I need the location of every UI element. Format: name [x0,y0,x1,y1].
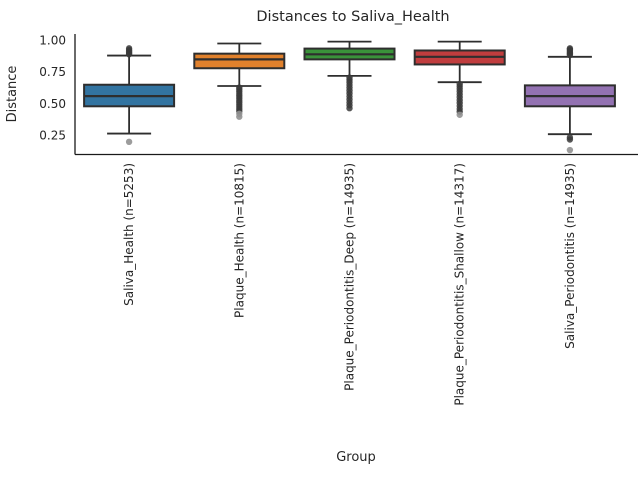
y-axis-label: Distance [5,66,20,123]
outlier-dot [566,45,574,52]
y-tick-label: 0.25 [39,128,66,142]
plot-area: 1.00 0.75 0.50 0.25 Saliva_Health (n=5253) Pl… [39,33,638,406]
x-tick-label: Plaque_Health (n=10815) [232,163,246,318]
outlier-dot [566,136,574,143]
x-tick-label: Plaque_Periodontitis_Deep (n=14935) [343,163,357,391]
outlier-dot-light [456,111,463,118]
x-axis-label: Group [336,450,376,465]
outlier-dot-light [125,138,133,146]
x-tick-label: Saliva_Periodontitis (n=14935) [563,163,577,349]
outlier-dot [346,105,353,112]
y-tick-label: 0.50 [39,97,66,111]
outlier-dot [125,45,133,52]
outlier-dot-light [566,146,574,154]
chart-title: Distances to Saliva_Health [256,9,449,25]
y-tick-label: 0.75 [39,65,66,79]
x-tick-label: Saliva_Health (n=5253) [122,163,136,306]
box [193,52,286,70]
y-tick-label: 1.00 [39,33,66,47]
x-tick-label: Plaque_Periodontitis_Shallow (n=14317) [453,163,467,406]
outlier-dot-light [236,113,243,120]
